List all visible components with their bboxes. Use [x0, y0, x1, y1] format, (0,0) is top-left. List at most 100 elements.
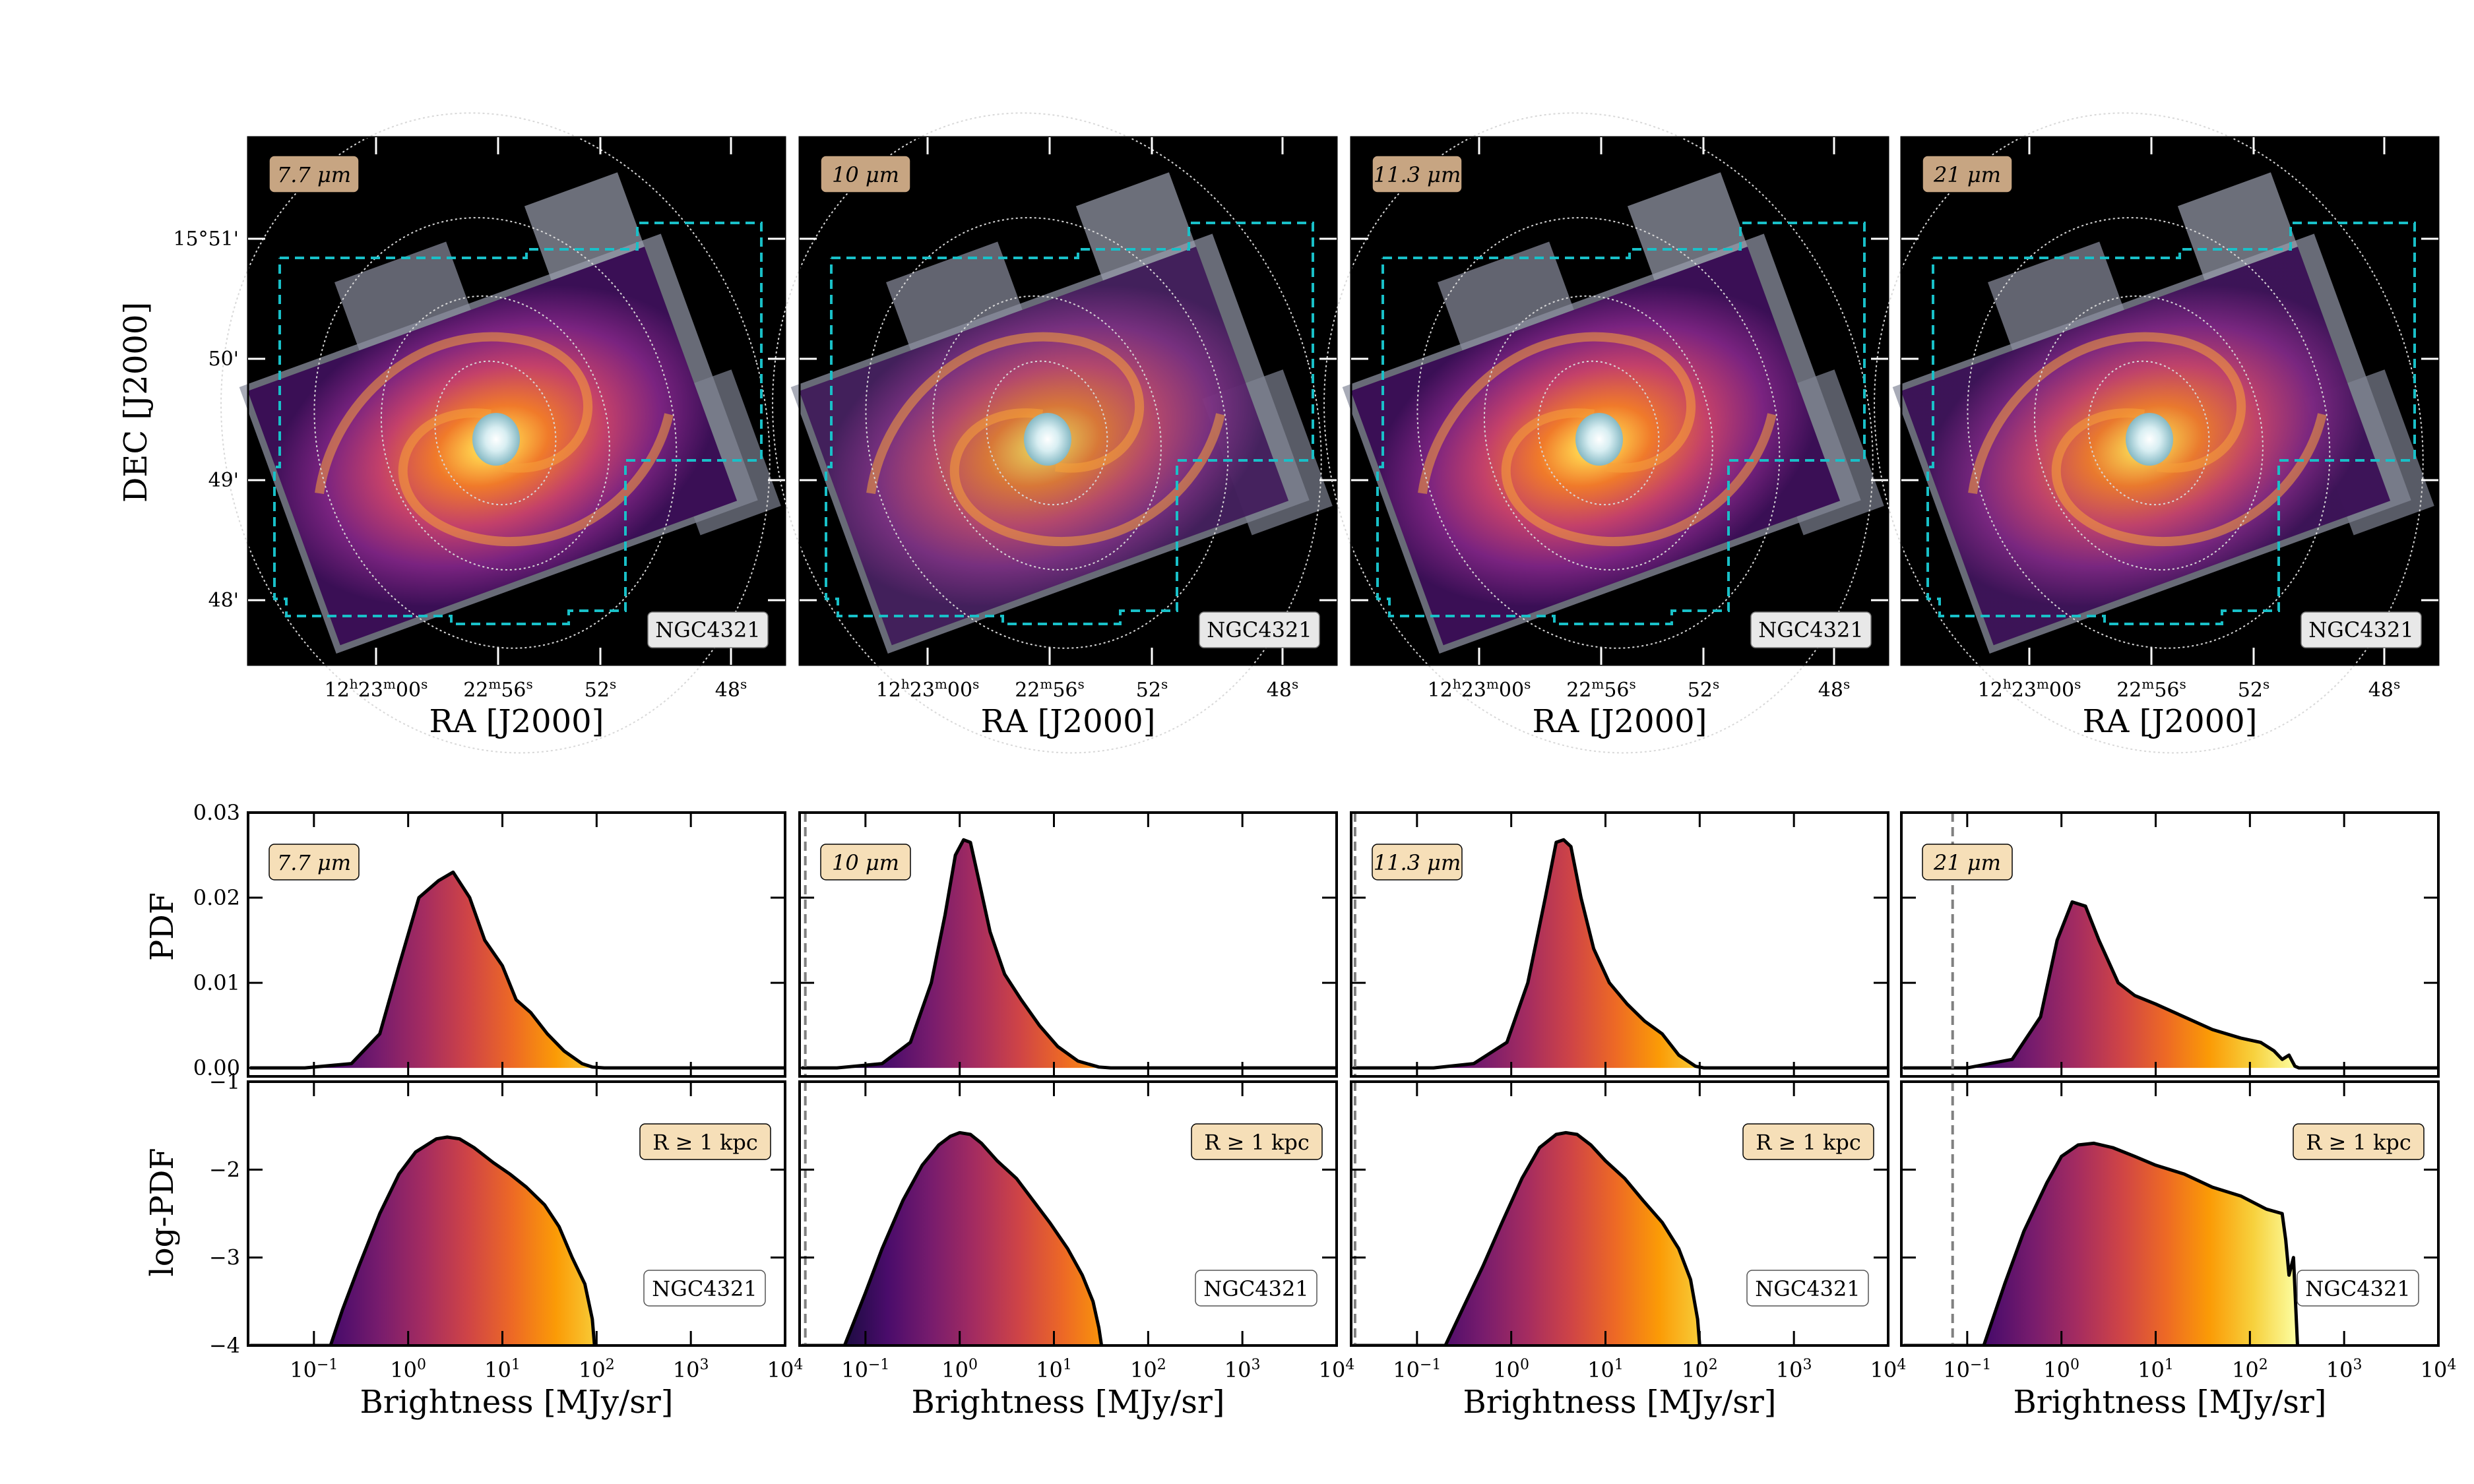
x-tick-base: 10 [841, 1357, 868, 1382]
band-label: 7.7 μm [269, 155, 360, 193]
galaxy-label-text: NGC4321 [655, 617, 760, 642]
x-tick-exponent: 0 [2070, 1357, 2079, 1373]
galaxy-label-box [2300, 611, 2422, 648]
x-tick-exponent: 2 [2259, 1357, 2268, 1373]
x-tick-label: 103 [673, 1357, 709, 1383]
ra-tick-unit: h [1453, 676, 1461, 692]
ra-tick-unit: s [1078, 676, 1085, 692]
x-tick-base: 10 [2043, 1357, 2070, 1382]
ra-tick-unit: m [1486, 676, 1499, 692]
x-tick-exponent: 3 [1803, 1357, 1812, 1373]
x-tick-label: 10−1 [290, 1357, 338, 1383]
x-tick-base: 10 [1870, 1357, 1897, 1382]
brightness-axis-label: Brightness [MJy/sr] [1463, 1384, 1776, 1421]
x-tick-exponent: 4 [2447, 1357, 2456, 1373]
radius-annotation: R ≥ 1 kpc [1191, 1123, 1323, 1160]
x-tick-label: 104 [767, 1357, 804, 1383]
galaxy-label-text: NGC4321 [2305, 1276, 2410, 1301]
x-tick-base: 10 [1682, 1357, 1709, 1382]
annulus [986, 360, 1108, 506]
panel-frame [247, 1080, 786, 1347]
band-label-box [269, 155, 360, 193]
annulus-ellipses [1874, 112, 2424, 754]
ra-tick-label: 22m56s [463, 676, 533, 702]
x-tick-label: 102 [1682, 1357, 1718, 1383]
x-tick-exponent: −1 [1970, 1357, 1991, 1373]
ra-tick-label: 12h23m00s [1428, 676, 1531, 702]
x-tick-label: 104 [1319, 1357, 1355, 1383]
x-tick-label: 100 [1493, 1357, 1529, 1383]
x-tick-label: 101 [1036, 1357, 1072, 1383]
pdf-curve [1353, 1130, 1701, 1345]
mosaic-tile [1988, 241, 2124, 351]
image-ticks [1351, 137, 1888, 665]
image-ticks [800, 137, 1337, 665]
panel-frame [1350, 1080, 1889, 1347]
annulus [434, 360, 557, 506]
radius-annotation-box [2293, 1123, 2425, 1160]
x-tick-exponent: 4 [1345, 1357, 1354, 1373]
annulus [380, 295, 610, 571]
panel-frame [1900, 811, 2440, 1078]
annulus-ellipses [772, 112, 1322, 754]
x-tick-label: 101 [484, 1357, 521, 1383]
x-tick-label: 10−1 [841, 1357, 889, 1383]
ra-tick-unit: s [1524, 676, 1531, 692]
ra-tick-value: 48 [1267, 679, 1292, 702]
x-tick-exponent: 1 [1063, 1357, 1072, 1373]
x-tick-exponent: 2 [1157, 1357, 1166, 1373]
y-tick-label: −3 [209, 1245, 240, 1270]
pdf-curve [802, 1130, 1104, 1345]
pdf-area [304, 872, 604, 1068]
x-tick-base: 10 [1493, 1357, 1520, 1382]
ra-tick-value: 52 [1136, 679, 1161, 702]
radius-annotation-text: R ≥ 1 kpc [1756, 1130, 1861, 1155]
x-ticks [313, 1082, 692, 1345]
x-tick-base: 10 [2138, 1357, 2165, 1382]
x-tick-base: 10 [2326, 1357, 2353, 1382]
annulus [1874, 112, 2424, 754]
spiral-arm [1968, 332, 2246, 494]
radius-annotation-box [1191, 1123, 1323, 1160]
ra-tick-unit: h [2003, 676, 2012, 692]
image-frame [1900, 136, 2440, 666]
image-frame [798, 136, 1338, 666]
x-tick-exponent: 4 [1897, 1357, 1906, 1373]
ra-tick-unit: m [383, 676, 396, 692]
galaxy-label: NGC4321 [1746, 1270, 1869, 1307]
annulus [932, 295, 1162, 571]
panel-frame [1350, 811, 1889, 1078]
x-tick-base: 10 [484, 1357, 511, 1382]
x-tick-exponent: 0 [1520, 1357, 1529, 1373]
mosaic-tile [334, 241, 471, 351]
band-label-box [1372, 155, 1463, 193]
x-tick-label: 102 [1130, 1357, 1166, 1383]
x-tick-base: 10 [1319, 1357, 1346, 1382]
mosaic-tile [2177, 172, 2298, 281]
galaxy-label-box [1199, 611, 1320, 648]
x-tick-label: 100 [941, 1357, 978, 1383]
dec-axis-label: DEC [J2000] [117, 302, 154, 503]
galaxy-label-text: NGC4321 [1207, 617, 1312, 642]
ra-axis-label: RA [J2000] [429, 703, 604, 740]
pdf-panel: 10 μm [798, 811, 1338, 1078]
band-label: 21 μm [1922, 155, 2013, 193]
band-label: 10 μm [820, 155, 911, 193]
y-tick-label: −4 [209, 1333, 240, 1358]
galaxy-label-text: NGC4321 [1758, 617, 1863, 642]
band-label-box [1372, 844, 1463, 881]
ra-tick-unit: s [1630, 676, 1636, 692]
annulus-ellipses [220, 112, 771, 754]
ra-tick-label: 22m56s [1015, 676, 1085, 702]
panel-frame [1900, 1080, 2440, 1347]
ra-tick-value: 52 [585, 679, 610, 702]
pdf-area [1433, 840, 1704, 1068]
ra-tick-unit: s [972, 676, 979, 692]
radius-annotation-text: R ≥ 1 kpc [652, 1130, 758, 1155]
y-ticks [800, 1080, 1337, 1347]
pdf-area [837, 840, 1111, 1068]
spiral-arm [315, 332, 592, 494]
